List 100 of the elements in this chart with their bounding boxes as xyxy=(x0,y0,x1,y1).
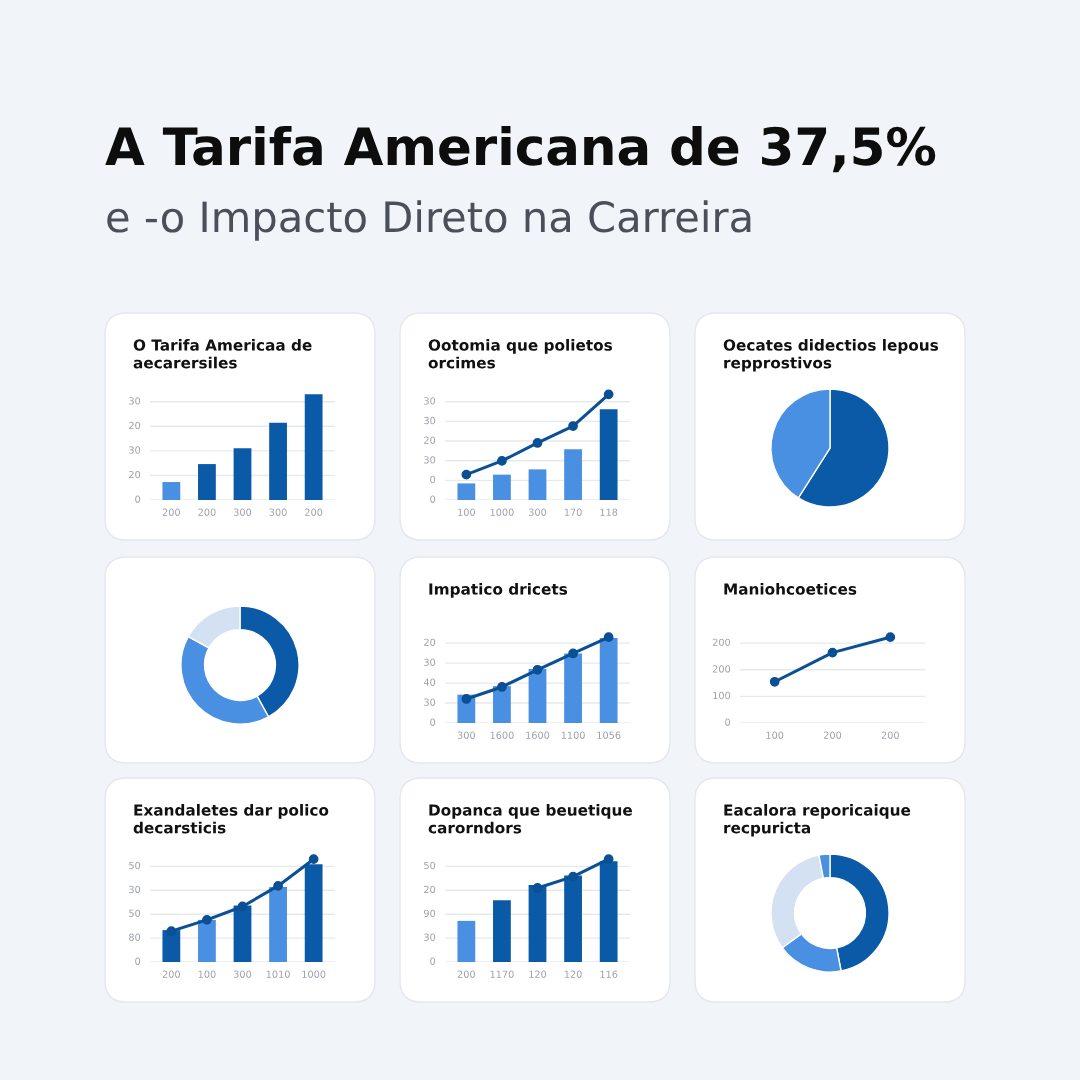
text: 20 xyxy=(424,638,436,646)
x-tick-label: 300 xyxy=(528,508,547,516)
text: 30 xyxy=(424,658,436,666)
text: 50 xyxy=(424,861,436,870)
point xyxy=(568,648,578,659)
text: 200 xyxy=(712,638,731,646)
text: 30 xyxy=(424,397,436,405)
text: 30 xyxy=(129,446,141,454)
x-tick-label: 1600 xyxy=(490,731,514,739)
bar xyxy=(162,930,181,962)
point xyxy=(497,456,507,466)
point xyxy=(308,854,319,865)
point xyxy=(461,469,472,480)
text: 0 xyxy=(430,495,436,503)
x-tick-label: 1170 xyxy=(490,970,514,978)
x-tick-label: 1056 xyxy=(597,731,621,739)
text: 0 xyxy=(430,957,436,965)
x-tick-label: 1010 xyxy=(266,970,290,978)
bar xyxy=(198,919,216,962)
text: A Tarifa Americana de 37,5% xyxy=(105,125,936,173)
chart-title: Ootomia que polietos orcimes xyxy=(428,339,612,369)
text: 90 xyxy=(423,909,436,918)
text: 80 xyxy=(129,933,141,941)
text: 0 xyxy=(725,718,731,726)
chart-title: Impatico dricets xyxy=(429,583,568,598)
x-tick-label: 100 xyxy=(198,970,216,978)
text: 30 xyxy=(424,698,436,706)
text: 0 xyxy=(430,475,436,484)
text: 30 xyxy=(129,397,141,405)
text: 30 xyxy=(424,933,436,941)
text: 30 xyxy=(129,885,141,894)
bar xyxy=(528,884,547,962)
bar xyxy=(599,409,618,500)
x-tick-label: 1000 xyxy=(302,970,326,978)
chart-title: Maniohcoetices xyxy=(724,583,857,595)
x-tick-label: 200 xyxy=(457,970,475,978)
point xyxy=(603,632,614,643)
text: 50 xyxy=(129,861,141,870)
bar xyxy=(528,668,547,723)
point xyxy=(532,438,543,448)
chart-title: Oecates didectios lepous repprostivos xyxy=(723,339,939,372)
x-tick-label: 200 xyxy=(881,731,899,739)
bar xyxy=(599,861,618,962)
chart-title: O Tarifa Americaa de aecarersiles xyxy=(133,339,312,369)
chart-title: Dopanca que beuetique carorndors xyxy=(428,804,632,834)
text: 30 xyxy=(424,416,436,425)
point xyxy=(202,914,212,925)
bar xyxy=(162,482,181,500)
point xyxy=(166,926,177,937)
x-tick-label: 300 xyxy=(233,508,252,516)
text: 20 xyxy=(424,885,436,894)
chart-title: Exandaletes dar polico decarsticis xyxy=(133,804,329,834)
x-tick-label: 200 xyxy=(305,508,323,516)
x-tick-label: 200 xyxy=(823,731,842,739)
point xyxy=(532,664,543,675)
bar xyxy=(493,474,511,500)
x-tick-label: 300 xyxy=(233,970,252,978)
x-tick-label: 300 xyxy=(457,731,475,739)
text: 30 xyxy=(424,456,436,464)
bar xyxy=(528,469,547,500)
bar xyxy=(493,900,511,962)
bar xyxy=(457,920,476,962)
x-tick-label: 116 xyxy=(600,970,618,978)
x-tick-label: 1600 xyxy=(526,731,550,739)
bar xyxy=(564,449,582,500)
bar xyxy=(233,448,252,500)
x-tick-label: 200 xyxy=(162,970,180,978)
point xyxy=(568,421,578,431)
text: 40 xyxy=(423,678,436,686)
bar xyxy=(198,464,216,500)
point xyxy=(497,682,507,692)
text: 100 xyxy=(713,691,731,700)
x-tick-label: 1000 xyxy=(490,508,514,516)
x-tick-label: 1100 xyxy=(561,731,585,739)
bar xyxy=(493,686,511,723)
x-tick-label: 300 xyxy=(269,508,287,516)
text: 50 xyxy=(129,909,141,918)
bar xyxy=(564,653,582,723)
bar xyxy=(269,886,287,962)
bar xyxy=(457,483,476,500)
text: 20 xyxy=(129,470,141,479)
x-tick-label: 200 xyxy=(198,508,216,516)
text: 0 xyxy=(135,495,141,503)
text: 20 xyxy=(129,421,141,430)
chart-title: Eacalora reporicaique recpuricta xyxy=(724,804,911,837)
text: 20 xyxy=(424,436,436,444)
bar xyxy=(564,875,582,962)
text: e -o Impacto Direto na Carreira xyxy=(107,200,751,241)
bar xyxy=(304,394,323,500)
x-tick-label: 100 xyxy=(766,731,784,739)
x-tick-label: 118 xyxy=(600,508,618,516)
bar xyxy=(599,638,618,723)
point xyxy=(273,881,283,891)
x-tick-label: 200 xyxy=(162,508,180,516)
point xyxy=(461,694,472,704)
point xyxy=(237,901,248,912)
x-tick-label: 170 xyxy=(564,508,582,516)
x-tick-label: 100 xyxy=(458,508,475,516)
text: 200 xyxy=(712,665,731,673)
bar xyxy=(304,864,323,962)
